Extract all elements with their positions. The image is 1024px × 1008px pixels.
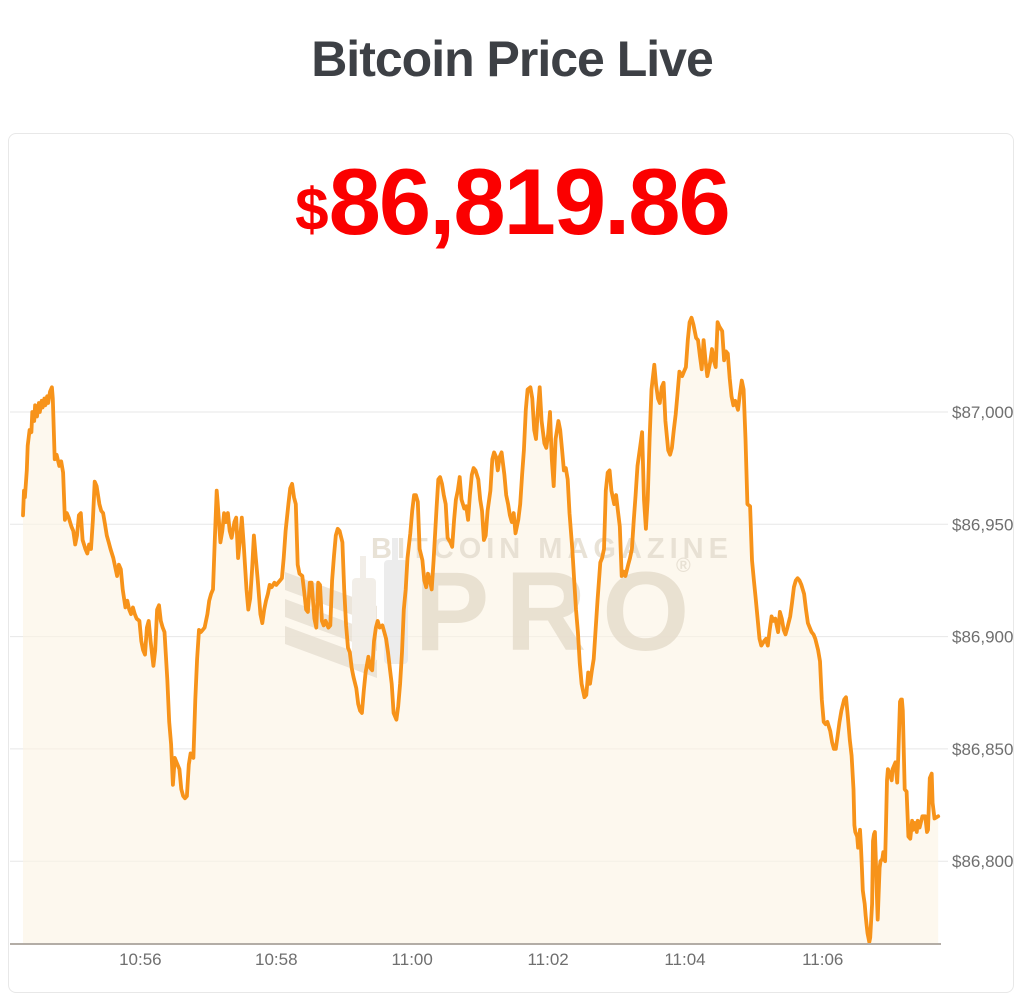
y-axis-tick-label: $86,850	[952, 740, 1013, 759]
x-axis-tick-label: 11:06	[802, 950, 843, 969]
x-axis-tick-label: 11:04	[664, 950, 705, 969]
watermark-logo-candle	[352, 578, 376, 664]
x-axis-tick-label: 11:02	[527, 950, 568, 969]
currency-symbol: $	[295, 176, 328, 243]
price-display: $86,819.86	[0, 146, 1024, 259]
x-axis-tick-label: 10:56	[119, 950, 162, 969]
watermark-text-line1: BITCOIN MAGAZINE	[371, 533, 733, 565]
watermark-logo-candle-wick	[360, 556, 366, 580]
y-axis-tick-label: $86,800	[952, 852, 1013, 871]
x-axis-tick-label: 10:58	[255, 950, 298, 969]
y-axis-tick-label: $86,950	[952, 515, 1013, 534]
watermark-registered-icon: ®	[676, 555, 691, 577]
price-line	[21, 315, 941, 944]
watermark-logo-candle-wick	[392, 538, 398, 562]
y-axis-tick-label: $86,900	[952, 628, 1013, 647]
watermark-logo-stripe	[285, 626, 377, 678]
price-value: 86,819.86	[328, 149, 731, 254]
x-axis-tick-label: 11:00	[392, 950, 433, 969]
y-axis-tick-label: $87,000	[952, 403, 1013, 422]
page-title: Bitcoin Price Live	[311, 31, 714, 87]
price-area	[23, 317, 939, 944]
watermark-text-line2: PRO	[415, 549, 706, 674]
